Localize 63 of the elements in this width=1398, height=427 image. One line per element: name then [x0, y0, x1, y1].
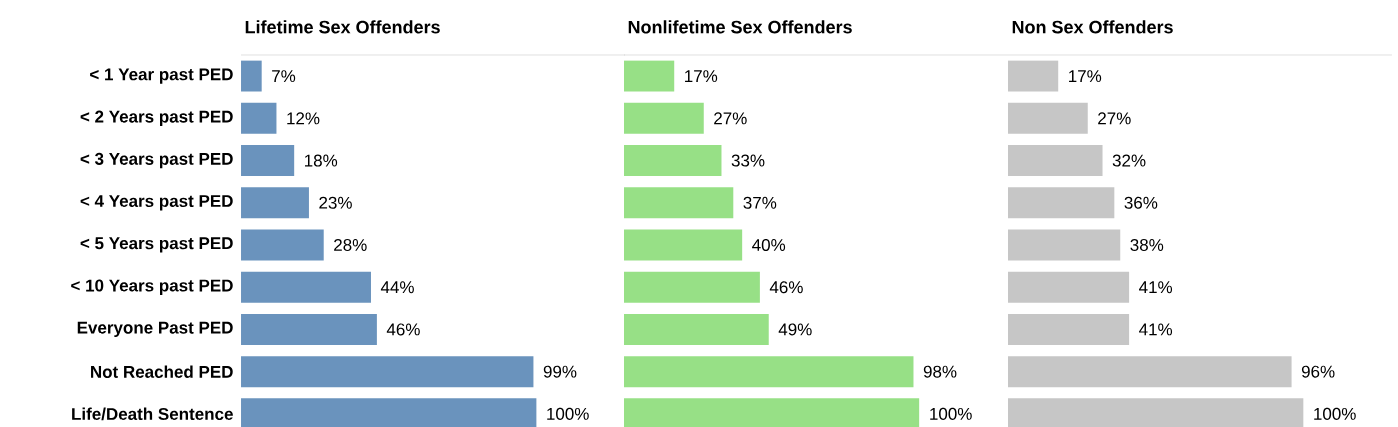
data-label: 23% [319, 196, 352, 209]
y-tick-label: < 1 Year past PED [90, 68, 233, 84]
bar [241, 356, 534, 388]
data-label: 46% [386, 323, 420, 336]
data-label: 33% [731, 154, 765, 167]
y-tick-label: < 4 Years past PED [80, 195, 233, 211]
bar [1008, 229, 1121, 261]
bar [1008, 313, 1130, 345]
data-label: 38% [1130, 238, 1164, 252]
bar [1008, 271, 1130, 303]
bar [241, 145, 295, 177]
data-label: 98% [923, 365, 957, 378]
y-tick-label: < 10 Years past PED [71, 279, 233, 295]
data-label: 27% [714, 112, 747, 125]
data-label: 49% [778, 323, 812, 336]
bar [1008, 187, 1115, 219]
bar [624, 102, 704, 134]
data-label: 36% [1124, 196, 1158, 209]
bar [1008, 356, 1292, 388]
bar [241, 187, 309, 219]
data-label: 18% [305, 154, 338, 167]
y-tick-label: < 3 Years past PED [80, 152, 233, 169]
data-label: 46% [769, 281, 803, 294]
data-label: 100% [547, 407, 589, 420]
bar [624, 229, 743, 261]
bar [624, 313, 769, 345]
bar [1008, 145, 1103, 177]
y-tick-label: Life/Death Sentence [72, 407, 233, 421]
bar [624, 356, 914, 388]
data-label: 32% [1112, 154, 1146, 167]
y-tick-label: Not Reached PED [91, 365, 233, 378]
data-label: 17% [1069, 70, 1102, 83]
bar [624, 145, 722, 177]
data-label: 28% [334, 238, 367, 252]
data-label: 37% [743, 196, 777, 209]
bar [1008, 102, 1088, 134]
data-label: 96% [1301, 365, 1335, 378]
bar [624, 187, 734, 219]
data-label: 41% [1139, 323, 1173, 336]
data-label: 99% [543, 365, 577, 378]
bar [241, 60, 262, 92]
data-label: 100% [930, 407, 972, 420]
y-tick-label: < 2 Years past PED [80, 110, 233, 127]
y-tick-label: Everyone Past PED [77, 321, 233, 338]
chart-title: Non Sex Offenders [1012, 20, 1173, 34]
bar [624, 60, 675, 92]
bar [241, 229, 324, 261]
bar [241, 102, 277, 134]
y-tick-label: < 5 Years past PED [80, 237, 233, 253]
bar [1008, 60, 1059, 92]
chart-title: Nonlifetime Sex Offenders [628, 20, 852, 34]
data-label: 27% [1098, 112, 1131, 125]
data-label: 17% [685, 70, 718, 83]
bar [624, 271, 760, 303]
bar [241, 313, 377, 345]
data-label: 40% [752, 238, 786, 252]
bar [241, 271, 371, 303]
chart-title: Lifetime Sex Offenders [245, 20, 440, 34]
data-label: 44% [380, 281, 414, 294]
data-label: 7% [272, 70, 296, 83]
data-label: 100% [1314, 407, 1356, 420]
data-label: 41% [1139, 281, 1173, 294]
data-label: 12% [287, 112, 320, 125]
